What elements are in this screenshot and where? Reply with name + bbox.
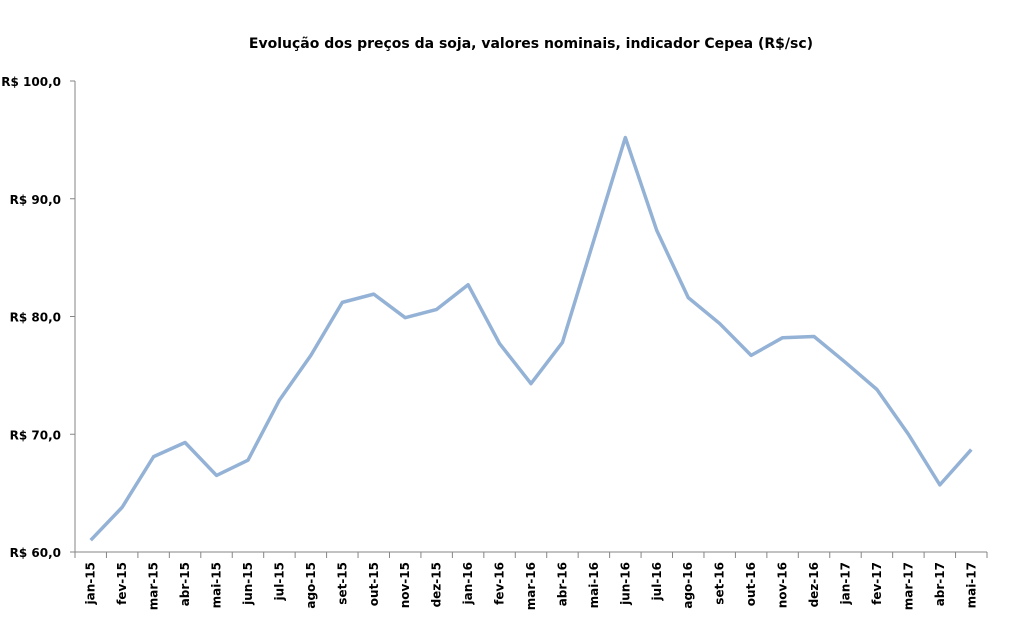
x-tick-label: jul-15: [272, 562, 286, 601]
x-tick-label: fev-15: [115, 562, 129, 605]
x-tick-label: jul-16: [650, 562, 664, 601]
x-tick-label: ago-15: [304, 562, 318, 609]
x-tick-label: dez-15: [430, 562, 444, 607]
x-tick-label: abr-16: [555, 562, 569, 606]
x-tick-label: jan-16: [461, 562, 475, 605]
x-tick-label: out-16: [744, 562, 758, 606]
x-tick-label: mar-15: [147, 562, 161, 610]
x-tick-label: out-15: [367, 562, 381, 606]
x-tick-label: nov-16: [776, 562, 790, 608]
x-tick-label: jun-15: [241, 562, 255, 606]
y-tick-label: R$ 80,0: [10, 311, 61, 325]
x-tick-label: set-15: [335, 562, 349, 605]
y-tick-label: R$ 90,0: [10, 193, 61, 207]
x-tick-label: fev-16: [493, 562, 507, 605]
x-tick-label: jan-15: [84, 562, 98, 605]
y-tick-label: R$ 60,0: [10, 546, 61, 560]
x-tick-label: dez-16: [807, 562, 821, 607]
x-tick-label: set-16: [713, 562, 727, 605]
price-line: [91, 138, 972, 541]
chart-title: Evolução dos preços da soja, valores nom…: [249, 36, 813, 52]
x-tick-label: abr-15: [178, 562, 192, 606]
x-tick-label: abr-17: [933, 562, 947, 606]
x-tick-label: mai-16: [587, 562, 601, 608]
x-tick-label: ago-16: [681, 562, 695, 609]
x-tick-label: jan-17: [838, 562, 852, 605]
y-tick-label: R$ 70,0: [10, 428, 61, 442]
x-tick-label: nov-15: [398, 562, 412, 608]
x-tick-label: mai-15: [210, 562, 224, 608]
x-tick-label: mai-17: [964, 562, 978, 608]
y-tick-label: R$ 100,0: [1, 75, 61, 89]
x-tick-label: mar-17: [901, 562, 915, 610]
x-tick-label: jun-16: [618, 562, 632, 606]
x-tick-label: mar-16: [524, 562, 538, 610]
x-tick-label: fev-17: [870, 562, 884, 605]
